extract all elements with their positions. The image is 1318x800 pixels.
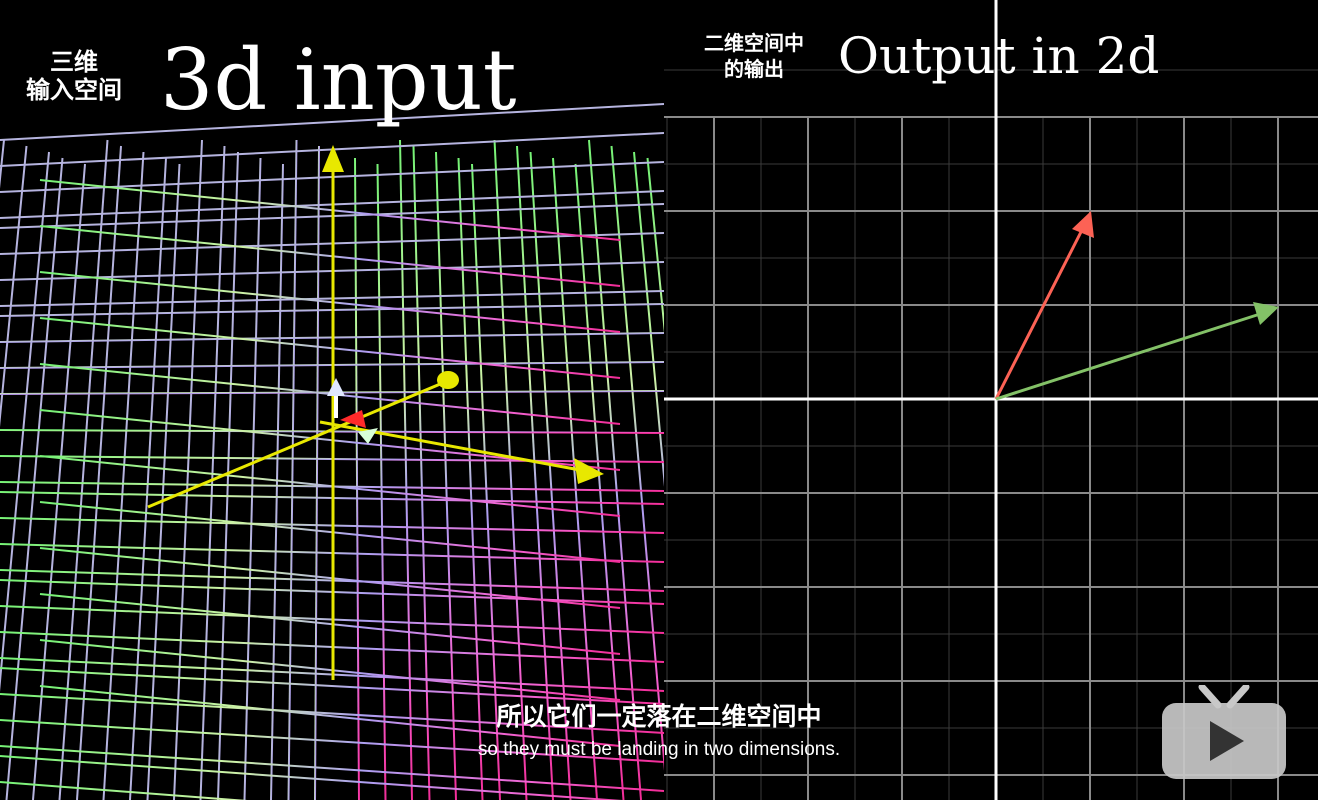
3d-grid (0, 103, 664, 800)
right-title-english: Output in 2d (838, 27, 1160, 85)
3d-input-panel: 三维 输入空间 3d input (0, 31, 664, 800)
3d-axes (147, 145, 604, 680)
green-vector (995, 302, 1279, 401)
right-title-chinese: 二维空间中 的输出 (704, 31, 804, 81)
tv-play-icon[interactable] (1160, 685, 1288, 785)
left-title-english: 3d input (160, 31, 517, 129)
left-title-chinese: 三维 输入空间 (26, 48, 122, 104)
subtitle-chinese: 所以它们一定落在二维空间中 (496, 702, 822, 731)
red-vector (994, 211, 1094, 400)
2d-grid (664, 0, 1318, 800)
2d-output-panel (664, 0, 1318, 800)
subtitle-english: so they must be landing in two dimension… (477, 739, 841, 760)
